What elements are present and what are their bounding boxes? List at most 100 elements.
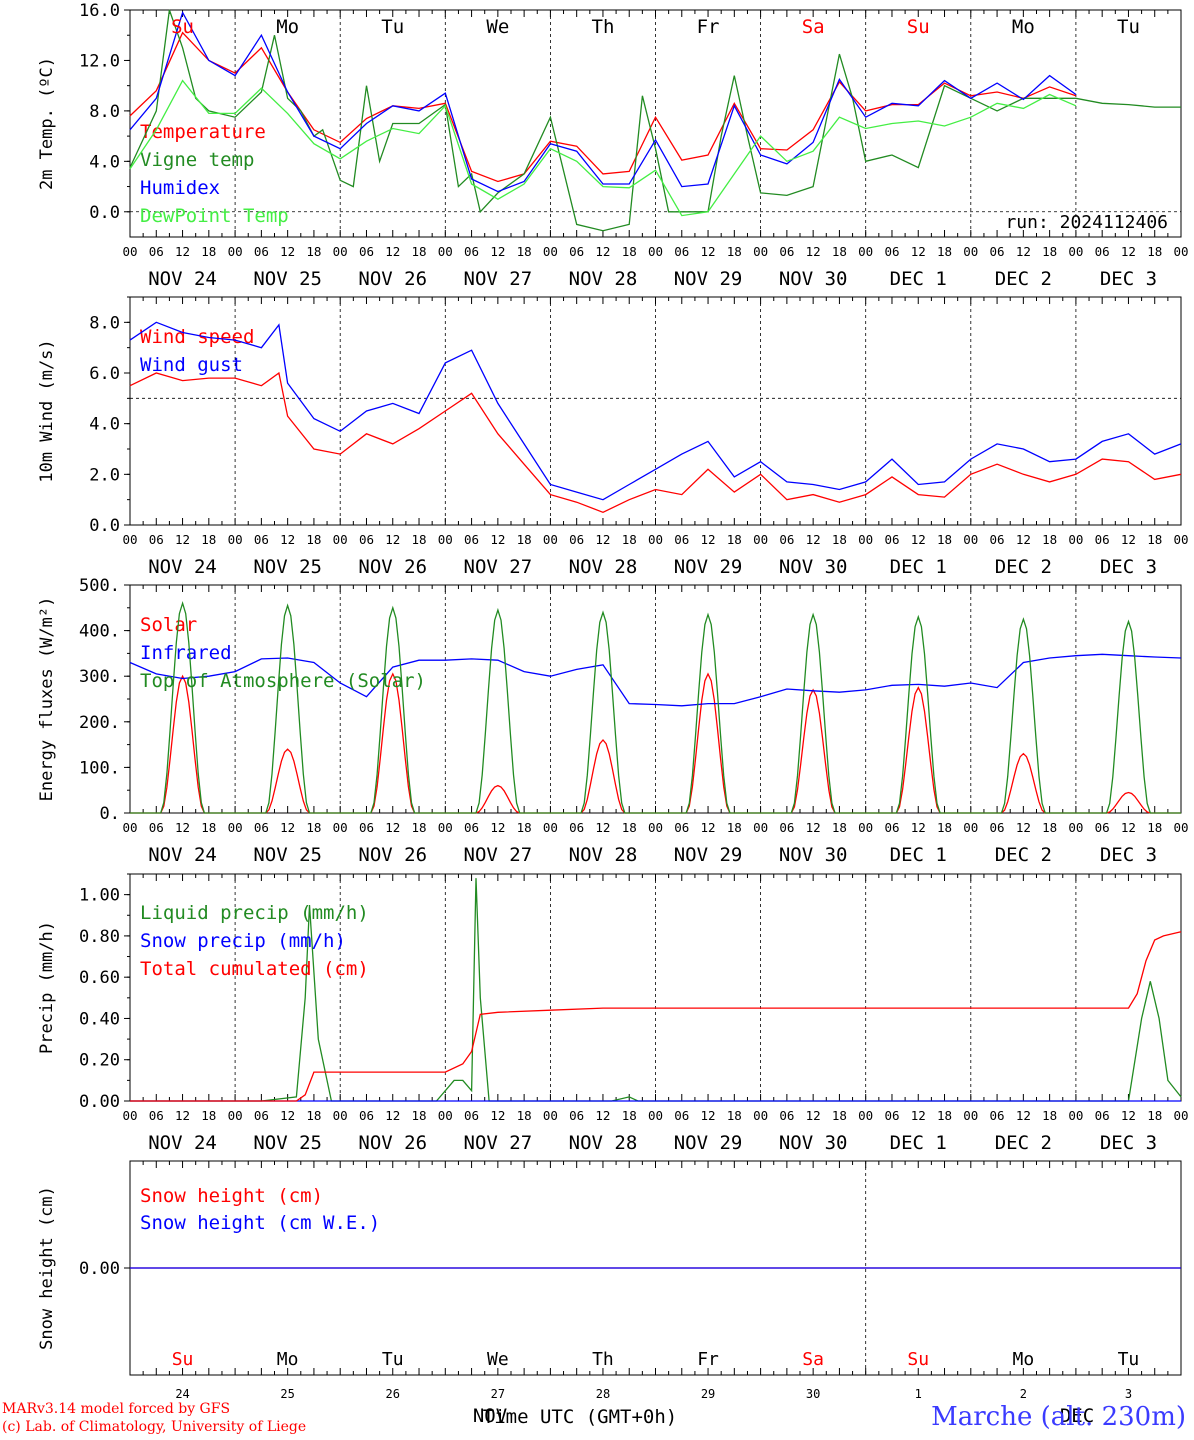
hour-label: 12 (806, 244, 821, 259)
day-label: NOV 25 (253, 268, 322, 290)
weekday-label: Sa (802, 1349, 824, 1370)
hour-label: 06 (884, 532, 899, 547)
hour-label: 18 (201, 1108, 216, 1123)
day-label: NOV 30 (779, 268, 848, 290)
ylabel-snow: Snow height (cm) (37, 1186, 57, 1350)
hour-label: 00 (228, 1108, 243, 1123)
hour-label: 12 (911, 820, 926, 835)
weekday-label: Th (592, 1349, 614, 1370)
hour-label: 06 (779, 1108, 794, 1123)
ytick-label: 0.00 (79, 1092, 120, 1112)
ytick-label: 500. (79, 576, 120, 596)
day-label: DEC 3 (1100, 1132, 1157, 1154)
day-number: 29 (701, 1387, 715, 1401)
day-number: 26 (386, 1387, 400, 1401)
hour-label: 18 (411, 532, 426, 547)
hour-label: 18 (517, 244, 532, 259)
series-line-humidex (129, 10, 1077, 193)
hour-label: 18 (306, 1108, 321, 1123)
hour-label: 18 (832, 532, 847, 547)
hour-label: 00 (228, 532, 243, 547)
hour-label: 12 (1121, 1108, 1136, 1123)
weekday-label: Mo (276, 16, 299, 38)
hour-label: 00 (858, 1108, 873, 1123)
hour-label: 12 (701, 1108, 716, 1123)
hour-label: 18 (727, 244, 742, 259)
hour-label: 00 (543, 532, 558, 547)
hour-label: 18 (306, 820, 321, 835)
day-label: NOV 30 (779, 556, 848, 578)
hour-label: 12 (280, 244, 295, 259)
hour-label: 12 (280, 820, 295, 835)
series-line-dewpoint-temp (129, 79, 1077, 217)
hour-label: 12 (1016, 1108, 1031, 1123)
day-label: DEC 1 (890, 844, 947, 866)
day-label: DEC 1 (890, 268, 947, 290)
legend-wind-speed: Wind speed (140, 326, 254, 348)
hour-label: 12 (806, 532, 821, 547)
hour-label: 06 (674, 1108, 689, 1123)
hour-label: 06 (569, 244, 584, 259)
series-line-infrared (129, 653, 1182, 707)
hour-label: 00 (753, 244, 768, 259)
ytick-label: 0. (100, 804, 120, 824)
hour-label: 06 (149, 1108, 164, 1123)
hour-label: 12 (806, 1108, 821, 1123)
hour-label: 00 (333, 532, 348, 547)
hour-label: 18 (622, 532, 637, 547)
hour-label: 00 (963, 820, 978, 835)
series-line-temperature (129, 31, 1077, 183)
hour-label: 00 (333, 820, 348, 835)
ytick-label: 4.0 (89, 415, 120, 435)
hour-label: 06 (1095, 532, 1110, 547)
hour-label: 06 (674, 532, 689, 547)
series-line-wind-speed (129, 371, 1182, 514)
hour-label: 18 (411, 1108, 426, 1123)
ytick-label: 0.20 (79, 1051, 120, 1071)
day-label: NOV 25 (253, 1132, 322, 1154)
day-label: NOV 24 (148, 1132, 217, 1154)
weekday-label: Mo (277, 1349, 299, 1370)
day-label: DEC 3 (1100, 556, 1157, 578)
legend-snow-precip-mm-h-: Snow precip (mm/h) (140, 930, 346, 952)
credit-line-1: MARv3.14 model forced by GFS (2, 1401, 231, 1417)
hour-label: 00 (648, 820, 663, 835)
ytick-label: 0.0 (89, 203, 120, 223)
hour-label: 06 (990, 532, 1005, 547)
weekday-label: Su (171, 16, 194, 38)
hour-label: 18 (622, 1108, 637, 1123)
hour-label: 18 (832, 1108, 847, 1123)
weekday-label: Su (907, 16, 930, 38)
hour-label: 00 (963, 532, 978, 547)
day-label: NOV 24 (148, 844, 217, 866)
legend-infrared: Infrared (140, 642, 232, 664)
hour-label: 00 (753, 532, 768, 547)
hour-label: 18 (411, 244, 426, 259)
hour-label: 18 (832, 244, 847, 259)
day-number: 30 (806, 1387, 820, 1401)
hour-label: 12 (1016, 820, 1031, 835)
ylabel-wind: 10m Wind (m/s) (37, 339, 57, 482)
hour-label: 00 (228, 820, 243, 835)
hour-label: 12 (385, 532, 400, 547)
day-label: NOV 27 (464, 1132, 533, 1154)
hour-label: 18 (622, 244, 637, 259)
hour-label: 06 (254, 1108, 269, 1123)
hour-label: 06 (779, 244, 794, 259)
hour-label: 00 (438, 1108, 453, 1123)
hour-label: 00 (438, 820, 453, 835)
day-label: NOV 28 (569, 844, 638, 866)
hour-label: 12 (595, 532, 610, 547)
legend-snow-height-cm-w-e-: Snow height (cm W.E.) (140, 1212, 380, 1234)
hour-label: 06 (884, 820, 899, 835)
hour-label: 12 (490, 244, 505, 259)
hour-label: 18 (201, 532, 216, 547)
hour-label: 18 (306, 532, 321, 547)
day-label: DEC 3 (1100, 268, 1157, 290)
ytick-label: 300. (79, 667, 120, 687)
hour-label: 00 (122, 820, 137, 835)
legend-temperature: Temperature (140, 121, 266, 143)
hour-label: 06 (990, 820, 1005, 835)
hour-label: 06 (254, 532, 269, 547)
